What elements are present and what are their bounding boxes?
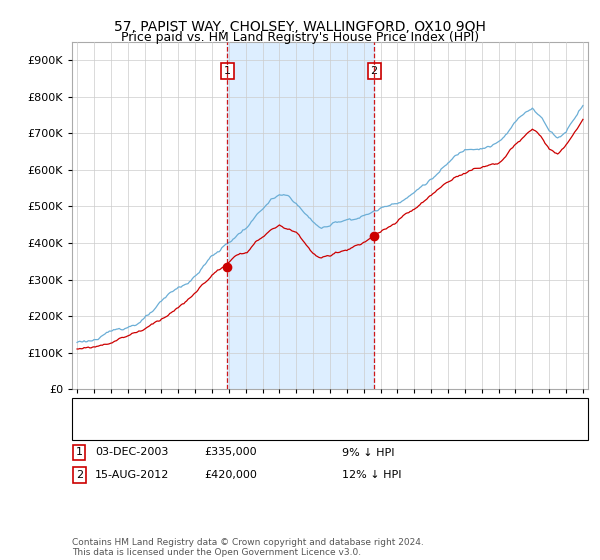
Text: 2: 2 [76,470,83,480]
Text: 12% ↓ HPI: 12% ↓ HPI [342,470,401,480]
Text: 15-AUG-2012: 15-AUG-2012 [95,470,169,480]
Text: 03-DEC-2003: 03-DEC-2003 [95,447,168,458]
Text: 57, PAPIST WAY, CHOLSEY, WALLINGFORD, OX10 9QH (detached house): 57, PAPIST WAY, CHOLSEY, WALLINGFORD, OX… [109,404,483,414]
Text: £420,000: £420,000 [204,470,257,480]
Text: 9% ↓ HPI: 9% ↓ HPI [342,447,395,458]
Text: £335,000: £335,000 [204,447,257,458]
Text: Price paid vs. HM Land Registry's House Price Index (HPI): Price paid vs. HM Land Registry's House … [121,31,479,44]
Text: Contains HM Land Registry data © Crown copyright and database right 2024.
This d: Contains HM Land Registry data © Crown c… [72,538,424,557]
Text: HPI: Average price, detached house, South Oxfordshire: HPI: Average price, detached house, Sout… [109,423,397,433]
Text: 1: 1 [224,66,231,76]
Bar [227,42,374,389]
Text: 57, PAPIST WAY, CHOLSEY, WALLINGFORD, OX10 9QH: 57, PAPIST WAY, CHOLSEY, WALLINGFORD, OX… [114,20,486,34]
Text: 2: 2 [371,66,378,76]
Text: 1: 1 [76,447,83,458]
